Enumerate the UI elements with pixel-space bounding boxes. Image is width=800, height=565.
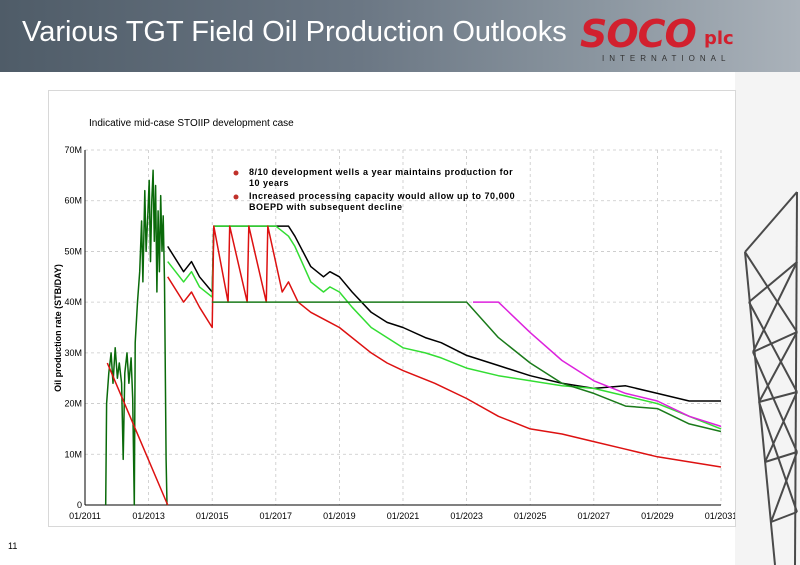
x-tick-label: 01/2017 — [260, 511, 293, 521]
annotation-box: 8/10 development wells a year maintains … — [233, 167, 518, 212]
logo-suffix: plc — [704, 28, 734, 49]
y-tick-label: 60M — [64, 196, 82, 206]
x-tick-label: 01/2013 — [132, 511, 165, 521]
y-tick-label: 40M — [64, 297, 82, 307]
production-chart: Indicative mid-case STOIIP development c… — [49, 91, 737, 526]
series-line-4 — [212, 301, 722, 433]
annotation-bullet-1 — [233, 170, 239, 176]
y-tick-label: 10M — [64, 449, 82, 459]
y-tick-label: 0 — [77, 500, 82, 510]
logo-subtitle: INTERNATIONAL — [602, 54, 731, 63]
pylon-decoration-image — [735, 72, 800, 565]
x-tick-label: 01/2031 — [705, 511, 735, 521]
page-number: 11 — [8, 541, 18, 551]
annotation-text-2: Increased processing capacity would allo… — [249, 191, 518, 212]
series-line-5 — [473, 301, 722, 428]
y-axis-label: Oil production rate (STB/DAY) — [53, 264, 63, 392]
slide-title: Various TGT Field Oil Production Outlook… — [22, 16, 567, 48]
x-tick-label: 01/2011 — [69, 511, 101, 521]
x-tick-label: 01/2021 — [387, 511, 420, 521]
annotation-text-1: 8/10 development wells a year maintains … — [249, 167, 516, 188]
chart-title: Indicative mid-case STOIIP development c… — [89, 118, 294, 129]
series-line-3 — [167, 225, 722, 468]
y-tick-label: 70M — [64, 145, 82, 155]
x-tick-label: 01/2019 — [323, 511, 356, 521]
series-line-6 — [104, 169, 168, 506]
x-tick-label: 01/2029 — [641, 511, 674, 521]
x-tick-label: 01/2025 — [514, 511, 547, 521]
annotation-bullet-2 — [233, 194, 239, 200]
axes — [84, 150, 721, 506]
x-tick-label: 01/2027 — [578, 511, 611, 521]
y-tick-label: 30M — [64, 348, 82, 358]
title-bar: Various TGT Field Oil Production Outlook… — [0, 0, 800, 72]
series-layer — [104, 169, 722, 506]
logo-wordmark: SOCO — [580, 12, 697, 56]
y-tick-label: 20M — [64, 399, 82, 409]
company-logo: SOCO plc INTERNATIONAL — [580, 14, 760, 66]
series-line-7 — [106, 362, 169, 506]
x-tick-label: 01/2023 — [450, 511, 483, 521]
x-tick-label: 01/2015 — [196, 511, 229, 521]
chart-panel: Indicative mid-case STOIIP development c… — [48, 90, 737, 527]
y-tick-label: 50M — [64, 246, 82, 256]
tick-labels: 01/2011 01/2013 01/2015 01/2017 01/2019 01/20… — [64, 145, 737, 521]
